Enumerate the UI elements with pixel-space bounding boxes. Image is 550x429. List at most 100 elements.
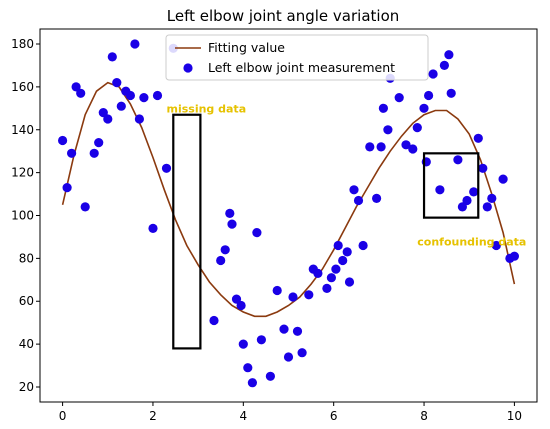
y-tick-label-80: 80	[19, 251, 34, 265]
y-tick-label-120: 120	[11, 166, 34, 180]
measurement-point-79	[487, 193, 497, 203]
axis-ticks: 0 2 4 6 8 10 20 40 60 80 100 120 140 160 180	[11, 28, 538, 423]
measurement-point-56	[376, 142, 386, 152]
measurement-point-40	[297, 348, 307, 358]
measurement-point-15	[130, 39, 140, 49]
measurement-point-33	[256, 335, 266, 345]
y-tick-label-160: 160	[11, 80, 34, 94]
y-tick-label-60: 60	[19, 294, 34, 308]
measurement-point-69	[439, 60, 449, 70]
annotation-box-1	[422, 152, 480, 219]
measurement-point-72	[453, 155, 463, 165]
measurement-point-51	[349, 185, 359, 195]
measurement-point-60	[394, 93, 404, 103]
measurement-point-20	[161, 163, 172, 173]
measurement-point-25	[225, 208, 235, 218]
annotation-box-0	[172, 113, 202, 350]
measurement-point-73	[457, 202, 467, 212]
x-tick-label-0: 0	[59, 409, 67, 423]
x-tick-label-10: 10	[507, 409, 522, 423]
measurement-point-9	[103, 114, 113, 124]
measurement-point-70	[444, 50, 454, 60]
annotation-label-0: missing data	[167, 103, 247, 116]
measurement-point-29	[238, 339, 248, 349]
measurement-point-5	[80, 202, 90, 212]
measurement-point-6	[89, 148, 99, 158]
measurement-point-19	[152, 90, 163, 101]
y-tick-label-20: 20	[19, 380, 34, 394]
measurement-point-37	[283, 352, 294, 362]
measurement-point-48	[338, 255, 348, 266]
measurement-point-52	[353, 195, 364, 206]
measurement-point-7	[94, 138, 104, 148]
measurement-point-38	[288, 292, 298, 302]
measurement-point-81	[498, 174, 508, 184]
measurement-point-61	[401, 140, 411, 150]
legend-label-fitting: Fitting value	[208, 40, 285, 55]
measurement-point-12	[116, 101, 126, 111]
measurement-point-28	[236, 300, 246, 311]
measurement-point-78	[482, 202, 492, 212]
legend: Fitting value Left elbow joint measureme…	[165, 34, 429, 81]
y-tick-label-180: 180	[11, 37, 34, 51]
measurement-point-24	[220, 245, 230, 255]
measurement-point-45	[326, 273, 336, 283]
measurement-point-34	[265, 371, 275, 381]
measurement-point-71	[446, 88, 456, 98]
x-tick-label-8: 8	[420, 409, 428, 423]
legend-label-measurement: Left elbow joint measurement	[208, 60, 395, 75]
measurement-point-53	[358, 240, 368, 251]
measurement-point-43	[313, 268, 323, 278]
measurement-point-47	[333, 240, 343, 251]
measurement-point-22	[209, 315, 219, 326]
fitting-line	[61, 81, 516, 318]
chart-title: Left elbow joint angle variation	[167, 7, 400, 25]
measurement-point-83	[509, 251, 519, 261]
measurement-point-11	[112, 78, 122, 88]
measurement-point-74	[462, 195, 472, 206]
measurement-point-41	[304, 290, 314, 300]
measurement-point-18	[148, 223, 158, 233]
measurement-point-46	[331, 264, 341, 274]
y-tick-label-40: 40	[19, 337, 34, 351]
measurement-point-3	[71, 82, 81, 92]
legend-dot-swatch	[183, 63, 193, 73]
x-tick-label-4: 4	[239, 409, 247, 423]
measurement-point-1	[62, 183, 72, 193]
measurement-point-36	[279, 324, 289, 334]
measurement-point-65	[424, 90, 434, 101]
measurement-point-54	[365, 142, 375, 152]
measurement-point-27	[231, 294, 242, 304]
measurement-point-55	[372, 193, 382, 203]
measurement-point-2	[67, 148, 77, 158]
y-tick-label-100: 100	[11, 209, 34, 223]
measurement-point-66	[428, 69, 438, 79]
measurement-point-49	[342, 247, 352, 257]
legend-frame	[165, 34, 429, 81]
measurement-point-39	[292, 326, 303, 336]
measurement-point-57	[378, 103, 388, 113]
measurement-point-30	[243, 363, 253, 373]
y-tick-label-140: 140	[11, 123, 34, 137]
measurement-point-32	[252, 228, 262, 238]
measurement-point-26	[227, 219, 237, 229]
measurement-point-10	[107, 52, 117, 62]
measurement-point-8	[98, 108, 108, 118]
plot-area: missing data confounding data	[58, 39, 526, 388]
measurement-point-44	[322, 283, 332, 293]
measurement-point-77	[478, 163, 488, 173]
measurement-point-64	[419, 103, 429, 113]
measurement-point-23	[216, 255, 226, 266]
measurement-point-63	[412, 123, 422, 133]
measurement-point-58	[383, 125, 393, 135]
measurement-point-31	[247, 378, 257, 388]
measurement-point-76	[473, 133, 483, 143]
measurement-point-35	[272, 285, 282, 296]
measurement-point-68	[435, 185, 445, 195]
measurement-point-62	[408, 144, 418, 154]
measurement-point-17	[139, 93, 149, 103]
measurement-point-75	[469, 187, 479, 197]
annotation-label-1: confounding data	[417, 236, 526, 249]
x-tick-label-6: 6	[330, 409, 338, 423]
